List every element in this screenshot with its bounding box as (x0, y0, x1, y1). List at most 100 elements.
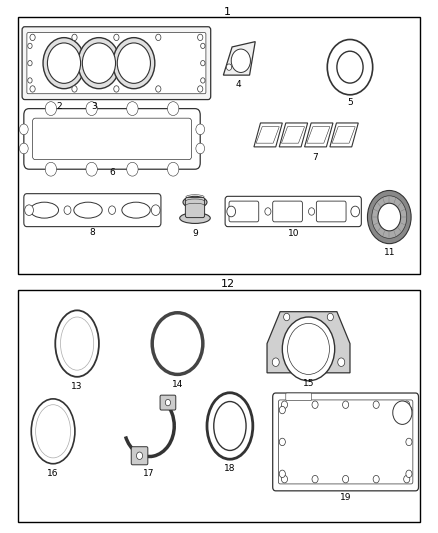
Circle shape (201, 43, 205, 49)
FancyBboxPatch shape (131, 447, 148, 465)
FancyBboxPatch shape (24, 193, 161, 227)
Text: 2: 2 (57, 102, 63, 111)
Circle shape (284, 313, 290, 321)
FancyBboxPatch shape (229, 201, 259, 222)
Circle shape (196, 124, 205, 135)
Circle shape (406, 438, 412, 446)
Circle shape (198, 86, 203, 92)
Circle shape (265, 208, 271, 215)
Polygon shape (267, 312, 350, 373)
Circle shape (72, 86, 77, 92)
FancyBboxPatch shape (185, 197, 205, 217)
Circle shape (19, 124, 28, 135)
Circle shape (43, 38, 85, 88)
Text: 3: 3 (92, 102, 97, 111)
Text: 12: 12 (221, 279, 235, 288)
FancyBboxPatch shape (279, 400, 413, 484)
Circle shape (152, 313, 203, 374)
Polygon shape (223, 42, 255, 75)
Circle shape (312, 475, 318, 483)
FancyBboxPatch shape (24, 109, 200, 169)
Circle shape (308, 208, 314, 215)
Circle shape (117, 43, 150, 83)
Circle shape (28, 61, 32, 66)
Circle shape (198, 34, 203, 41)
Circle shape (78, 38, 120, 88)
Circle shape (28, 43, 32, 49)
Circle shape (113, 38, 155, 88)
Circle shape (279, 470, 286, 478)
Circle shape (165, 399, 170, 406)
FancyBboxPatch shape (22, 27, 211, 100)
Circle shape (231, 49, 251, 72)
Ellipse shape (74, 202, 102, 218)
Circle shape (127, 102, 138, 116)
Circle shape (82, 43, 116, 83)
Circle shape (406, 470, 412, 478)
Ellipse shape (214, 401, 246, 450)
FancyBboxPatch shape (160, 395, 176, 410)
Circle shape (279, 406, 286, 414)
Circle shape (338, 358, 345, 367)
Text: 8: 8 (89, 228, 95, 237)
Text: 5: 5 (347, 98, 353, 107)
Circle shape (337, 51, 363, 83)
Circle shape (114, 86, 119, 92)
Circle shape (114, 34, 119, 41)
Circle shape (272, 358, 279, 367)
FancyBboxPatch shape (273, 201, 302, 222)
Circle shape (30, 34, 35, 41)
Text: 16: 16 (47, 469, 59, 478)
Text: 10: 10 (287, 229, 299, 238)
Circle shape (312, 401, 318, 408)
Circle shape (282, 401, 288, 408)
Circle shape (201, 61, 205, 66)
Text: 18: 18 (224, 464, 236, 473)
Polygon shape (254, 123, 283, 147)
Circle shape (167, 102, 179, 116)
Circle shape (64, 206, 71, 214)
Circle shape (167, 163, 179, 176)
Circle shape (25, 205, 33, 215)
Circle shape (28, 78, 32, 83)
Polygon shape (307, 127, 330, 143)
Circle shape (288, 324, 329, 374)
Circle shape (227, 206, 236, 217)
Ellipse shape (35, 405, 71, 458)
Text: 17: 17 (143, 469, 155, 478)
Circle shape (327, 313, 333, 321)
Circle shape (343, 401, 349, 408)
Circle shape (196, 143, 205, 154)
Circle shape (151, 205, 160, 215)
Polygon shape (256, 127, 279, 143)
Ellipse shape (180, 213, 210, 223)
Circle shape (373, 475, 379, 483)
Circle shape (86, 102, 97, 116)
Circle shape (45, 102, 57, 116)
Circle shape (372, 196, 407, 238)
Text: 1: 1 (224, 7, 231, 17)
Circle shape (279, 438, 286, 446)
Circle shape (127, 163, 138, 176)
FancyBboxPatch shape (316, 201, 346, 222)
Ellipse shape (55, 310, 99, 377)
Text: 4: 4 (236, 80, 241, 90)
FancyBboxPatch shape (225, 196, 361, 227)
Text: 7: 7 (312, 154, 318, 162)
Circle shape (404, 401, 410, 408)
Polygon shape (330, 123, 358, 147)
Text: 6: 6 (109, 168, 115, 177)
Circle shape (109, 206, 116, 214)
Circle shape (327, 39, 373, 95)
Circle shape (86, 163, 97, 176)
Text: 14: 14 (172, 379, 183, 389)
Circle shape (393, 401, 412, 424)
Circle shape (406, 406, 412, 414)
Circle shape (137, 452, 143, 459)
Circle shape (378, 203, 401, 231)
Circle shape (226, 64, 232, 70)
FancyBboxPatch shape (27, 33, 206, 94)
Bar (18, 17, 420, 274)
FancyBboxPatch shape (273, 393, 419, 491)
Circle shape (19, 143, 28, 154)
